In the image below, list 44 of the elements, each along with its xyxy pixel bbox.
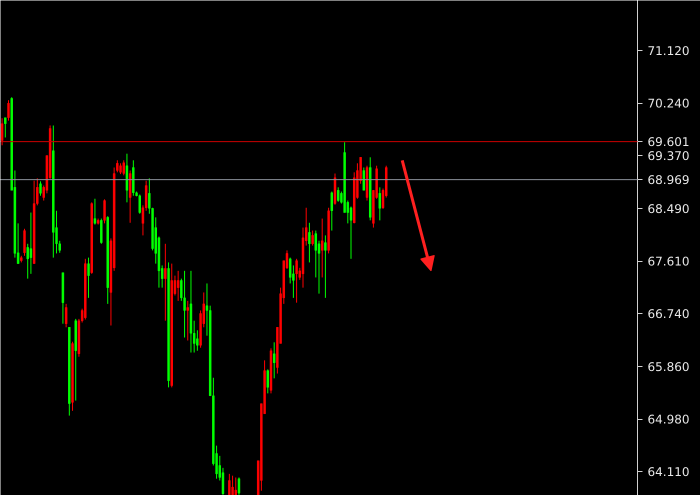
- ref-line-label: 68.969: [648, 173, 690, 188]
- candlestick: [311, 230, 314, 246]
- candlestick: [266, 368, 270, 394]
- candlestick: [122, 160, 125, 176]
- candlestick: [320, 218, 324, 278]
- candlestick: [234, 476, 238, 495]
- y-tick-label: 64.980: [648, 412, 690, 427]
- y-tick-label: 64.110: [648, 464, 690, 479]
- candlestick: [378, 186, 382, 221]
- candlestick: [7, 100, 10, 122]
- candlestick: [0, 118, 4, 146]
- candlestick: [64, 303, 68, 328]
- candlestick: [94, 198, 96, 226]
- candlestick: [336, 186, 340, 202]
- y-tick-label: 69.370: [648, 148, 690, 163]
- y-tick-label: 68.490: [648, 202, 690, 216]
- candlestick: [362, 167, 366, 191]
- candlestick: [39, 180, 42, 196]
- candlestick: [119, 162, 122, 175]
- candlestick: [23, 228, 26, 256]
- candlestick: [4, 117, 7, 138]
- candlestick: [164, 243, 167, 322]
- candlestick: [231, 475, 234, 495]
- candlestick: [295, 258, 298, 304]
- candlestick: [330, 191, 334, 232]
- candlestick: [324, 234, 327, 298]
- candlestick: [103, 198, 106, 224]
- y-tick-label: 70.240: [648, 96, 690, 111]
- candlestick: [100, 218, 103, 244]
- candlestick: [87, 257, 90, 298]
- candlestick: [238, 476, 240, 495]
- candlestick: [272, 342, 276, 379]
- ref-line-label: 69.601: [648, 135, 690, 150]
- y-tick-label: 65.860: [648, 360, 690, 374]
- candlestick: [228, 473, 231, 495]
- y-tick-label: 66.740: [648, 306, 690, 321]
- candlestick: [138, 194, 141, 214]
- candlestick: [308, 222, 311, 263]
- candlestick: [186, 300, 189, 342]
- candlestick: [176, 270, 180, 302]
- y-tick-label: 67.610: [648, 254, 690, 269]
- candlestick: [30, 212, 32, 274]
- y-tick-label: 71.120: [648, 44, 690, 58]
- candlestick: [183, 270, 186, 338]
